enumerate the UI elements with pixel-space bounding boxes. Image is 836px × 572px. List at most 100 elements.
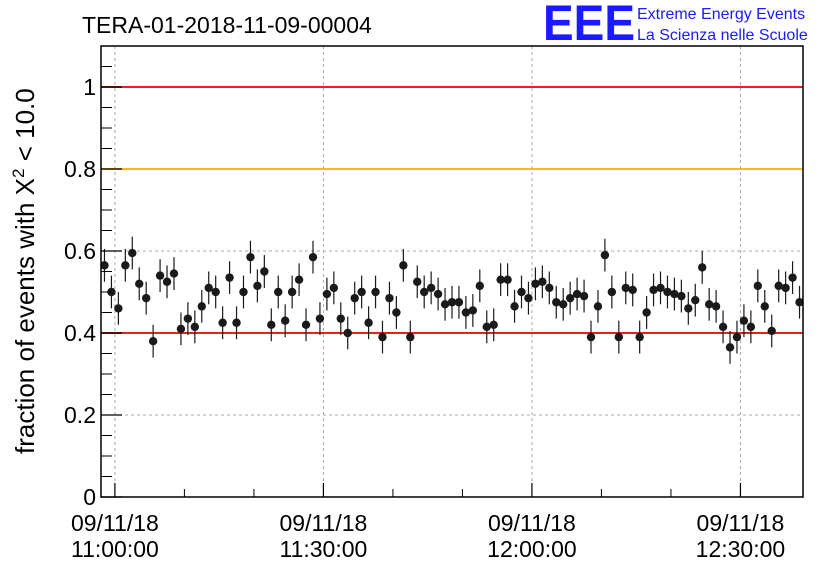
data-point <box>767 326 776 336</box>
data-point <box>795 298 804 307</box>
data-point <box>517 287 526 297</box>
x-tick-label-time: 12:30:00 <box>696 536 786 562</box>
data-point <box>322 289 332 299</box>
data-point <box>774 281 783 291</box>
y-axis-label-tail: < 10.0 <box>10 88 40 168</box>
data-point <box>704 300 714 309</box>
x-tick-label-date: 09/11/18 <box>71 510 159 536</box>
data-point <box>183 314 193 323</box>
data-point <box>114 304 123 313</box>
data-point <box>440 300 450 309</box>
data-point <box>760 302 769 311</box>
data-point <box>552 298 561 307</box>
reference-lines <box>101 86 803 334</box>
data-point <box>294 275 304 284</box>
data-point <box>607 287 617 297</box>
data-point <box>468 306 478 315</box>
data-point <box>100 261 109 270</box>
data-point <box>531 279 540 288</box>
x-tick-label-time: 11:30:00 <box>280 536 368 562</box>
x-tick-labels: 09/11/1811:00:0009/11/1811:30:0009/11/18… <box>71 510 785 562</box>
data-point <box>197 302 206 311</box>
data-point <box>169 269 179 278</box>
data-point <box>656 283 665 293</box>
data-point <box>545 283 554 293</box>
data-point <box>510 302 519 311</box>
y-tick-label: 0.4 <box>64 320 96 346</box>
data-point <box>413 277 422 286</box>
data-point <box>232 318 241 327</box>
y-tick-labels: 0 0.2 0.4 0.6 0.8 1 <box>64 74 96 510</box>
x-tick-label-time: 11:00:00 <box>71 536 159 562</box>
data-point <box>691 296 700 305</box>
data-point <box>698 263 707 272</box>
data-point <box>482 322 491 332</box>
x-tick-label-date: 09/11/18 <box>697 510 785 536</box>
y-tick-label: 0.8 <box>64 156 96 182</box>
data-point <box>121 261 130 270</box>
data-point <box>739 316 749 325</box>
chart-title: TERA-01-2018-11-09-00004 <box>82 12 372 38</box>
data-point <box>141 293 151 303</box>
data-point <box>781 283 790 293</box>
data-point <box>399 261 408 270</box>
data-point <box>343 328 352 338</box>
x-tick-label-date: 09/11/18 <box>280 510 368 536</box>
data-point <box>128 248 137 258</box>
logo-text: EEE <box>543 0 635 51</box>
data-point <box>253 281 262 291</box>
data-point <box>524 293 533 303</box>
data-point <box>204 283 213 293</box>
data-point <box>489 320 498 329</box>
data-point <box>378 332 387 342</box>
data-point <box>336 314 345 323</box>
data-point <box>364 318 373 327</box>
eee-logo: EEE Extreme Energy Events La Scienza nel… <box>543 0 808 51</box>
logo-line-2: La Scienza nelle Scuole <box>637 27 808 44</box>
data-point <box>628 285 637 295</box>
data-point <box>246 252 255 262</box>
y-axis-label-sup: 2 <box>9 169 28 178</box>
data-point <box>670 289 679 299</box>
data-point <box>746 322 756 332</box>
data-point <box>711 302 721 311</box>
data-points <box>100 236 804 364</box>
data-point <box>155 271 165 280</box>
data-point <box>579 291 589 301</box>
data-point <box>280 316 290 325</box>
data-point <box>565 293 575 303</box>
data-point <box>635 332 644 342</box>
data-point <box>176 324 186 334</box>
data-point <box>426 283 436 293</box>
data-point <box>600 250 610 260</box>
y-tick-label: 0 <box>83 484 96 510</box>
data-point <box>684 304 693 313</box>
data-point <box>287 287 297 297</box>
y-axis-label: fraction of events with X2 < 10.0 <box>9 88 40 454</box>
data-point <box>538 277 547 286</box>
data-point <box>371 287 380 297</box>
data-point <box>614 332 624 342</box>
x-tick-label-time: 12:00:00 <box>487 536 577 562</box>
data-point <box>329 283 339 293</box>
x-tick-label-date: 09/11/18 <box>488 510 576 536</box>
plot-area <box>101 46 803 497</box>
data-point <box>315 314 325 323</box>
data-point <box>572 289 582 299</box>
data-point <box>225 273 234 282</box>
data-point <box>642 308 651 317</box>
data-point <box>447 298 457 307</box>
data-point <box>586 332 596 342</box>
y-tick-label: 0.2 <box>64 402 96 428</box>
data-point <box>475 281 485 291</box>
data-point <box>267 320 276 329</box>
data-point <box>385 293 394 303</box>
data-point <box>239 287 248 297</box>
data-point <box>260 267 269 276</box>
y-axis-label-main: fraction of events with X <box>10 178 40 454</box>
data-point <box>433 289 443 299</box>
data-point <box>218 318 227 327</box>
data-point <box>274 287 283 297</box>
data-point <box>350 293 359 303</box>
